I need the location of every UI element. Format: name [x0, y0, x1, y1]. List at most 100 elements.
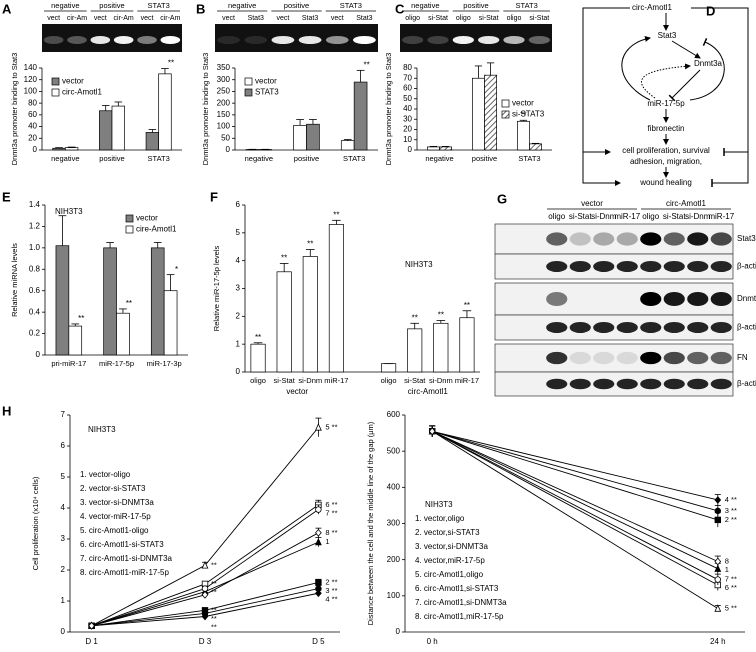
x-tick-label: oligo [381, 376, 397, 385]
x-tick-label: si-Stat [274, 376, 296, 385]
legend-entry: 6. circ-Amotl1,si-STAT3 [415, 584, 499, 593]
x-tick-label: STAT3 [518, 154, 540, 163]
error-bar [106, 242, 114, 248]
y-tick-label: 1.4 [29, 200, 41, 209]
y-tick-label: 50 [403, 94, 412, 103]
y-tick-label: 0 [408, 145, 413, 154]
gel-band [90, 36, 111, 44]
panel-label: G [497, 191, 507, 206]
lane-label: Stat3 [248, 15, 264, 22]
error-bar [296, 119, 304, 126]
marker [315, 579, 322, 586]
x-tick-label: positive [472, 154, 497, 163]
row-label: Dnmt3a [737, 294, 756, 303]
blot-band [616, 351, 638, 365]
marker [315, 506, 322, 513]
gel-band [271, 36, 295, 44]
y-tick-label: 0 [226, 145, 231, 154]
lane-label: cir-Am [160, 15, 180, 22]
point-label: 4 ** [725, 495, 737, 504]
bar [111, 105, 125, 151]
bar [353, 81, 368, 151]
y-tick-label: 400 [387, 482, 401, 491]
lane-label: vect [141, 15, 154, 22]
bar [103, 247, 117, 356]
lane-label: cir-Am [114, 15, 134, 22]
legend-entry: 5. circ-Amotl1-oligo [80, 526, 149, 535]
error-bar [279, 263, 289, 272]
row-label: β-actin [737, 262, 756, 271]
group-label: STAT3 [340, 1, 362, 10]
lane-label: si-Dnm [685, 212, 711, 221]
lane-label: oligo [456, 15, 471, 22]
bar [433, 322, 449, 373]
marker [714, 604, 722, 612]
marker [201, 612, 209, 621]
group-label: vector [581, 199, 603, 208]
group-label: negative [51, 1, 79, 10]
y-tick-label: 200 [217, 98, 231, 107]
blot-band [569, 232, 591, 246]
legend-entry: si-STAT3 [512, 110, 545, 119]
error-bar [519, 119, 528, 122]
error-bar [71, 323, 80, 327]
row-label: β-actin [737, 323, 756, 332]
error-bar [253, 342, 263, 345]
y-tick-label: 1.0 [29, 243, 41, 252]
error-bar [462, 310, 472, 318]
lane-label: miR-17 [614, 212, 640, 221]
y-tick-label: 40 [28, 122, 37, 131]
blot-band [546, 291, 568, 307]
series-line [431, 430, 719, 586]
lane-label: oligo [405, 15, 420, 22]
y-tick-label: 600 [387, 410, 401, 419]
arrow [671, 40, 701, 59]
point-label: 2 ** [725, 515, 737, 524]
blot-band [640, 261, 662, 272]
point-label: ** [211, 605, 217, 614]
y-tick-label: 60 [28, 110, 37, 119]
error-bar [332, 219, 341, 225]
node: fibronectin [648, 124, 685, 133]
bar [276, 271, 292, 373]
legend-entry: 2. vector-si-STAT3 [80, 484, 146, 493]
marker [314, 423, 322, 431]
gel [215, 24, 378, 52]
panel-label: A [2, 1, 12, 16]
series-line [432, 430, 718, 521]
subtitle: NIH3T3 [425, 500, 453, 509]
y-tick-label: 2 [61, 565, 66, 574]
x-tick-label: positive [294, 154, 319, 163]
error-bar [309, 119, 317, 125]
y-axis-label: Relative miRNA levels [10, 243, 19, 317]
error-bar [55, 147, 63, 149]
error-bar [486, 62, 495, 76]
y-tick-label: 30 [403, 114, 412, 123]
blot-band [593, 322, 615, 333]
error-bar [114, 101, 123, 107]
marker [201, 561, 209, 569]
significance: ** [520, 110, 526, 119]
bar [328, 224, 344, 373]
gel-band [325, 36, 349, 44]
point-label: 6 ** [325, 500, 337, 509]
x-tick-label: si-Dnm [298, 376, 322, 385]
blot-band [710, 378, 732, 390]
legend-entry: vector [136, 214, 158, 223]
significance: ** [464, 301, 470, 310]
y-tick-label: 0.6 [29, 286, 41, 295]
legend-entry: 8. circ-Amotl1,miR-17-5p [415, 612, 504, 621]
y-tick-label: 0.4 [29, 307, 41, 316]
arrow [621, 36, 651, 101]
y-tick-label: 100 [24, 87, 38, 96]
y-tick-label: 300 [387, 519, 401, 528]
legend-swatch [51, 77, 60, 86]
significance: ** [438, 311, 444, 320]
bar [99, 110, 113, 151]
y-tick-label: 350 [217, 63, 231, 72]
point-label: ** [211, 622, 217, 631]
gel-band [402, 36, 424, 44]
y-tick-label: 140 [24, 63, 38, 72]
significance: ** [363, 60, 369, 69]
bar [293, 125, 307, 151]
